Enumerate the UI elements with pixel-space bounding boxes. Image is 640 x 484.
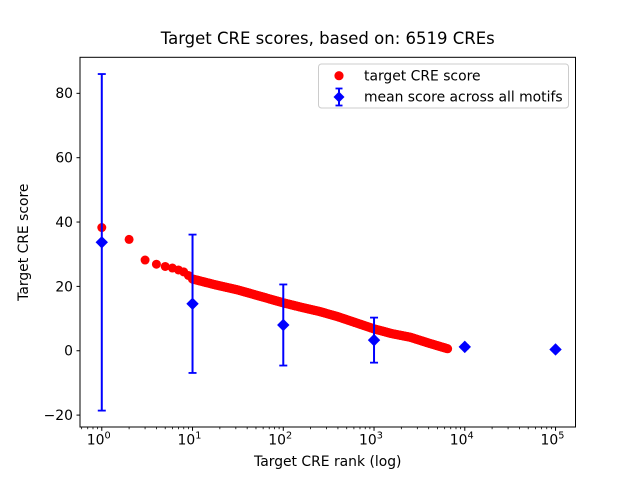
x-axis-label: Target CRE rank (log)	[253, 454, 401, 470]
y-axis-label: Target CRE score	[16, 184, 32, 302]
y-tick-label: 60	[55, 151, 73, 167]
x-tick-label: 102	[268, 431, 292, 449]
x-tick-label: 105	[541, 431, 565, 449]
chart-title: Target CRE scores, based on: 6519 CREs	[160, 29, 495, 48]
mean-score-diamond	[95, 236, 108, 249]
x-tick-label: 103	[359, 431, 383, 449]
x-tick-label: 100	[87, 431, 111, 449]
mean-score-errorbar	[549, 343, 562, 356]
legend-marker-mean-score-icon	[333, 87, 345, 107]
target-score-point	[160, 261, 170, 271]
target-score-point	[151, 259, 161, 269]
mean-score-diamond	[458, 340, 471, 354]
y-tick-label: 0	[64, 344, 73, 360]
legend-marker-target-score-icon	[334, 71, 344, 81]
mean-score-errorbar	[277, 283, 290, 367]
axes-frame	[79, 56, 576, 428]
target-score-point	[140, 255, 150, 265]
mean-score-diamond	[549, 343, 562, 356]
series-mean-score	[95, 73, 562, 412]
y-tick-label: 80	[55, 86, 73, 102]
mean-score-errorbar	[186, 233, 199, 374]
x-tick-label: 104	[450, 431, 474, 449]
mean-score-errorbar	[95, 73, 108, 412]
mean-score-errorbar	[458, 340, 471, 354]
legend-box	[318, 63, 569, 109]
mean-score-errorbar	[367, 316, 381, 364]
target-score-point	[442, 344, 453, 354]
axes: 100 101 102 103 104 105 −20 0 20 40 60 80	[44, 56, 576, 449]
target-score-point	[124, 234, 134, 244]
x-tick-label: 101	[178, 431, 202, 449]
legend-label-target-score: target CRE score	[364, 68, 481, 84]
mean-score-diamond	[277, 318, 290, 332]
mean-score-diamond	[367, 333, 381, 347]
mean-score-diamond	[186, 297, 199, 310]
y-tick-label: 20	[55, 279, 73, 295]
series-target-cre-score	[97, 223, 453, 354]
y-tick-label: −20	[44, 408, 73, 424]
legend: target CRE score mean score across all m…	[318, 63, 569, 109]
y-tick-label: 40	[55, 215, 73, 231]
legend-label-mean-score: mean score across all motifs	[364, 90, 563, 106]
